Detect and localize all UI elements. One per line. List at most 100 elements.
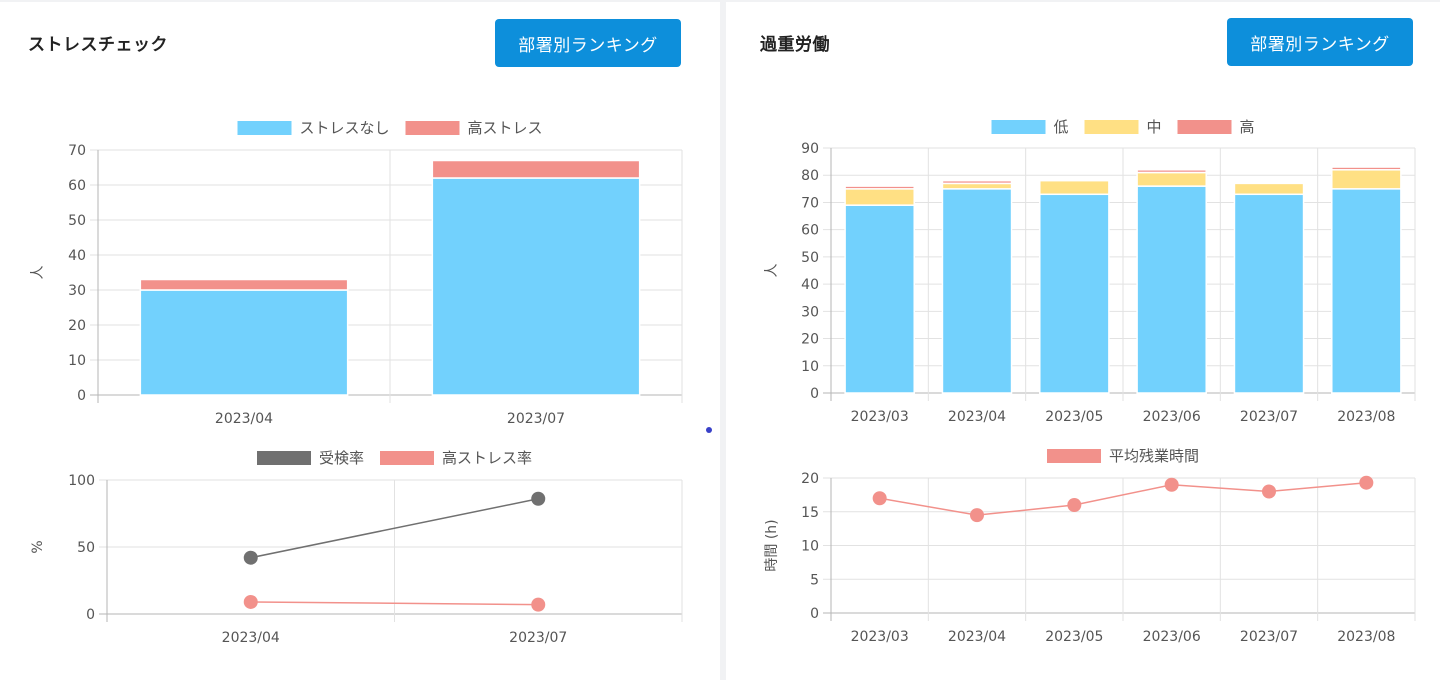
stress-ytick-1: 10 (68, 353, 86, 369)
stress-ranking-button[interactable]: 部署別ランキング (495, 19, 681, 67)
overwork-bar-1-4 (1233, 182, 1305, 196)
overwork-xtick-4: 2023/07 (1240, 409, 1298, 425)
overwork-bar-0-0 (844, 204, 915, 394)
stress-legend-swatch-1 (405, 121, 460, 135)
overtime-point-0-3 (1164, 477, 1179, 492)
overwork-legend-swatch-1 (1084, 120, 1139, 134)
stress-bar-0-0 (139, 289, 349, 396)
overwork-bar-2-1 (941, 179, 1013, 185)
overwork-xtick-1: 2023/04 (948, 409, 1006, 425)
overwork-bar-0-4 (1233, 193, 1305, 394)
overwork-bar-0-1 (941, 188, 1013, 394)
overwork-legend-swatch-2 (1177, 120, 1232, 134)
rate-point-0-0 (243, 550, 258, 565)
stress-ytick-0: 0 (77, 388, 86, 404)
overtime-xtick-1: 2023/04 (948, 629, 1006, 645)
overwork-ranking-button[interactable]: 部署別ランキング (1227, 18, 1413, 66)
stress-legend-swatch-0 (237, 121, 292, 135)
overwork-xtick-2: 2023/05 (1045, 409, 1103, 425)
rate-ytick-2: 100 (68, 473, 95, 489)
stress-ytick-5: 50 (68, 213, 86, 229)
overwork-bar-0-2 (1039, 193, 1110, 394)
rate-legend-swatch-1 (380, 451, 434, 465)
rate-legend-label-0: 受検率 (319, 449, 364, 467)
rate-xtick-1: 2023/07 (509, 630, 567, 646)
overtime-xtick-5: 2023/08 (1337, 629, 1395, 645)
stress-xtick-1: 2023/07 (507, 411, 565, 427)
overwork-ytick-5: 50 (801, 250, 819, 266)
stress-check-title: ストレスチェック (28, 35, 168, 55)
rate-point-1-1 (531, 597, 546, 612)
stress-ytick-2: 20 (68, 318, 86, 334)
overtime-xtick-2: 2023/05 (1045, 629, 1103, 645)
overtime-point-0-1 (970, 508, 984, 523)
overwork-title: 過重労働 (760, 35, 830, 55)
overwork-ytick-0: 0 (810, 386, 819, 402)
pagination-dot (706, 427, 712, 433)
overwork-bar-1-2 (1039, 179, 1110, 196)
rate-point-0-1 (531, 491, 546, 506)
overwork-bar-0-5 (1331, 188, 1402, 394)
overwork-legend-label-1: 中 (1147, 118, 1162, 136)
rate-series-line-0 (250, 498, 539, 559)
overtime-series-line-0 (879, 481, 1367, 516)
overtime-ytick-3: 15 (801, 505, 819, 521)
rate-ytick-1: 50 (77, 540, 95, 556)
stress-ytick-3: 30 (68, 283, 86, 299)
stress-xtick-0: 2023/04 (215, 411, 273, 427)
overwork-xtick-5: 2023/08 (1337, 409, 1395, 425)
overtime-xtick-3: 2023/06 (1143, 629, 1201, 645)
overwork-ylabel: 人 (764, 264, 780, 278)
overwork-xtick-0: 2023/03 (851, 409, 909, 425)
overwork-ytick-8: 80 (801, 168, 819, 184)
overwork-ytick-6: 60 (801, 223, 819, 239)
overwork-bar-2-3 (1136, 169, 1207, 174)
overtime-ytick-2: 10 (801, 539, 819, 555)
overwork-ytick-7: 70 (801, 195, 819, 211)
overwork-ytick-2: 20 (801, 332, 819, 348)
overtime-ytick-4: 20 (801, 471, 819, 487)
overwork-xtick-3: 2023/06 (1143, 409, 1201, 425)
rate-ylabel: % (30, 540, 46, 553)
rate-xtick-0: 2023/04 (222, 630, 280, 646)
overtime-ytick-1: 5 (810, 572, 819, 588)
stress-ytick-6: 60 (68, 178, 86, 194)
overwork-bar-0-3 (1136, 185, 1207, 394)
stress-legend-label-0: ストレスなし (300, 119, 390, 137)
overwork-ytick-1: 10 (801, 359, 819, 375)
overtime-point-0-4 (1262, 484, 1276, 499)
rate-legend-label-1: 高ストレス率 (442, 449, 532, 467)
overtime-point-0-0 (872, 491, 887, 506)
overtime-point-0-2 (1067, 498, 1082, 512)
overwork-legend-label-2: 高 (1240, 118, 1255, 136)
overwork-legend-swatch-0 (991, 120, 1046, 134)
stress-legend-label-1: 高ストレス (468, 119, 543, 137)
stress-bar-0-1 (431, 177, 641, 396)
overtime-ylabel: 時間 (h) (764, 519, 780, 571)
stress-ytick-7: 70 (68, 143, 86, 159)
overwork-ytick-3: 30 (801, 304, 819, 320)
rate-point-1-0 (243, 594, 258, 609)
rate-legend-swatch-0 (257, 451, 311, 465)
overtime-legend-swatch-0 (1047, 449, 1101, 463)
stress-bar-1-0 (139, 278, 349, 291)
overtime-ytick-0: 0 (810, 606, 819, 622)
overtime-xtick-0: 2023/03 (851, 629, 909, 645)
overtime-point-0-5 (1359, 475, 1374, 490)
overwork-bar-2-5 (1331, 166, 1402, 171)
rate-series-line-1 (250, 601, 539, 606)
overwork-bar-2-0 (844, 185, 915, 190)
overwork-ytick-4: 40 (801, 277, 819, 293)
overtime-legend-label-0: 平均残業時間 (1109, 447, 1199, 465)
stress-ytick-4: 40 (68, 248, 86, 264)
overtime-xtick-4: 2023/07 (1240, 629, 1298, 645)
overwork-ytick-9: 90 (801, 141, 819, 157)
rate-ytick-0: 0 (86, 607, 95, 623)
overwork-legend-label-0: 低 (1054, 118, 1069, 136)
stress-bar-1-1 (431, 159, 641, 179)
stress-ylabel: 人 (30, 266, 46, 280)
